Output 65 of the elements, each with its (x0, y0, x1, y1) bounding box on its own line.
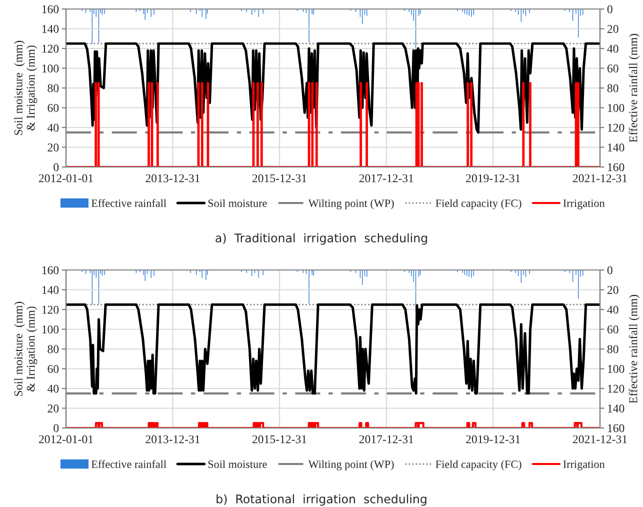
legend-label: Wilting point (WP) (308, 199, 394, 210)
y2-tick-label: 100 (608, 104, 624, 112)
y-tick-label: 80 (48, 84, 59, 92)
x-tick-label: 2019-12-31 (466, 435, 520, 444)
y-tick-label: 0 (54, 424, 59, 432)
y2-tick-label: 140 (608, 404, 624, 412)
y2-axis-title: Effective rainfall (mm) (628, 34, 640, 142)
y2-tick-label: 40 (607, 44, 618, 53)
x-tick-label: 2015-12-31 (252, 174, 306, 182)
legend-label: Effective rainfall (91, 460, 166, 468)
line-series (66, 303, 600, 395)
y2-tick-label: 20 (607, 24, 618, 33)
y-axis-title: Soil moisture (mm) & Irrigation (mm) (14, 40, 38, 135)
y-tick-label: 80 (48, 345, 59, 354)
y2-tick-label: 0 (607, 266, 612, 274)
legend-label: Wilting point (WP) (308, 460, 394, 470)
x-tick-label: 2012-01-01 (38, 435, 93, 444)
legend-label: Soil moisture (208, 199, 267, 208)
y-tick-label: 100 (42, 64, 59, 72)
y2-tick-label: 20 (607, 286, 618, 294)
legend-label: Irrigation (563, 460, 605, 470)
y-tick-label: 40 (47, 384, 59, 393)
y-tick-label: 140 (42, 24, 59, 33)
y-tick-label: 0 (54, 163, 59, 172)
x-tick-label: 2013-12-31 (146, 435, 200, 444)
y2-tick-label: 80 (607, 345, 618, 354)
y2-tick-label: 160 (608, 163, 624, 172)
legend-label: Effective rainfall (91, 199, 166, 208)
y2-tick-label: 40 (607, 306, 618, 314)
y-tick-label: 60 (48, 364, 59, 373)
y-tick-label: 120 (42, 306, 59, 314)
y2-tick-label: 160 (608, 424, 624, 432)
y-tick-label: 40 (47, 124, 59, 132)
x-tick-label: 2013-12-31 (146, 174, 200, 182)
y2-tick-label: 60 (607, 64, 618, 72)
y-tick-label: 20 (48, 143, 59, 152)
y-tick-label: 20 (48, 404, 59, 412)
y2-tick-label: 120 (608, 124, 624, 132)
y2-tick-label: 0 (607, 5, 612, 14)
y-tick-label: 120 (42, 44, 59, 53)
y2-tick-label: 100 (608, 364, 624, 373)
y2-tick-label: 120 (608, 384, 624, 393)
y-tick-label: 100 (42, 325, 59, 334)
y2-tick-label: 140 (608, 143, 624, 152)
text: b) Rotational irrigation scheduling (216, 494, 426, 506)
legend-label: Soil moisture (208, 460, 267, 468)
text: a) Traditional irrigation scheduling (216, 233, 427, 245)
y-tick-label: 160 (42, 5, 59, 14)
x-tick-label: 2019-12-31 (466, 174, 520, 182)
y-tick-label: 140 (42, 286, 59, 294)
x-tick-label: 2021-12-31 (572, 174, 627, 182)
x-tick-label: 2021-12-31 (572, 435, 627, 444)
legend-label: Field capacity (FC) (436, 199, 522, 210)
y2-axis-title: Effective rainfall (mm) (628, 294, 640, 404)
x-tick-label: 2015-12-31 (252, 435, 306, 444)
y2-tick-label: 60 (607, 325, 618, 334)
legend-label: Field capacity (FC) (436, 460, 522, 470)
x-tick-label: 2017-12-31 (359, 174, 414, 182)
legend-label: Irrigation (563, 200, 605, 210)
y2-tick-label: 80 (607, 84, 618, 92)
y-axis-title: Soil moisture (mm) & Irrigation (mm) (14, 302, 38, 396)
y-tick-label: 160 (42, 266, 59, 274)
x-tick-label: 2012-01-01 (38, 174, 93, 182)
y-tick-label: 60 (48, 104, 59, 112)
x-tick-label: 2017-12-31 (359, 435, 414, 444)
